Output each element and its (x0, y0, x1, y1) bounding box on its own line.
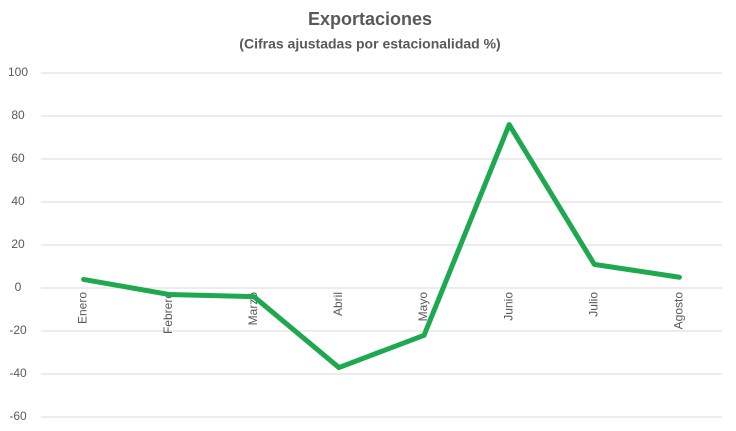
y-tick-label: 40 (11, 194, 25, 208)
data-line (81, 122, 682, 371)
y-tick-label: 80 (11, 108, 25, 122)
y-tick-label: 60 (11, 151, 25, 165)
x-tick-label: Enero (76, 292, 90, 324)
x-tick-label: Abril (331, 292, 345, 316)
y-tick-label: -40 (9, 366, 27, 380)
x-tick-label: Febrero (161, 292, 175, 334)
x-tick-label: Junio (501, 292, 515, 321)
y-tick-label: 0 (15, 280, 22, 294)
y-tick-label: -60 (9, 409, 27, 423)
x-tick-label: Agosto (672, 292, 686, 330)
y-tick-label: 20 (11, 237, 25, 251)
chart-subtitle: (Cifras ajustadas por estacionalidad %) (239, 36, 500, 52)
y-tick-label: 100 (8, 65, 28, 79)
chart-title: Exportaciones (308, 9, 432, 29)
x-tick-label: Julio (586, 292, 600, 317)
x-tick-label: Mayo (416, 292, 430, 322)
y-tick-label: -20 (9, 323, 27, 337)
